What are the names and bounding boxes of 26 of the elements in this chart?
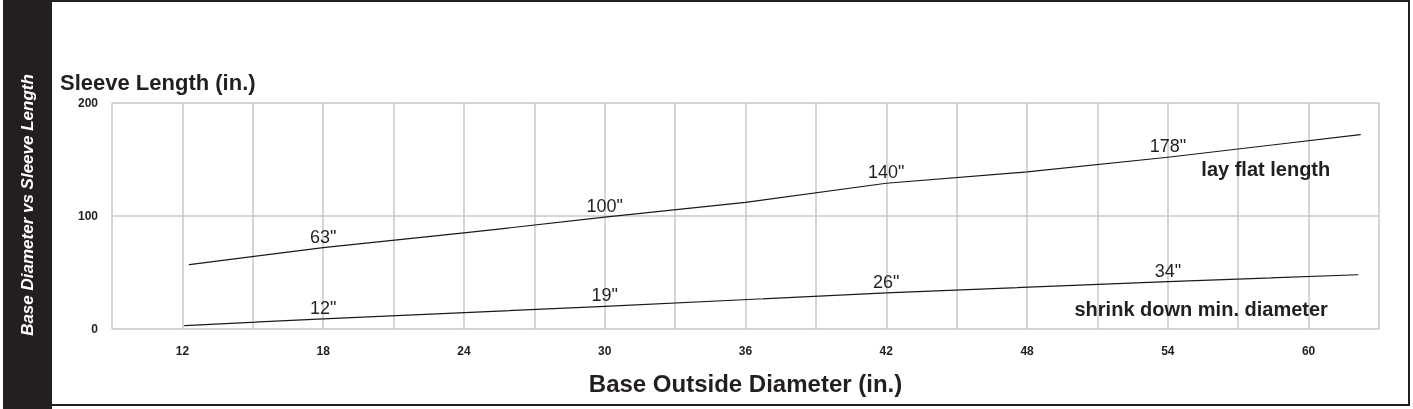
y-tick-label: 200 (77, 96, 99, 110)
x-tick-label: 12 (175, 344, 190, 358)
annotation: 178" (1149, 136, 1187, 157)
annotation: 12" (309, 297, 337, 318)
annotation: 26" (873, 271, 900, 292)
x-tick-label: 36 (738, 344, 753, 358)
x-tick-label: 48 (1020, 344, 1035, 358)
annotation: 100" (586, 196, 623, 217)
annotation: 19" (591, 285, 618, 306)
x-tick-label: 18 (316, 344, 331, 358)
x-tick-label: 30 (598, 344, 612, 358)
x-tick-label: 42 (879, 344, 894, 358)
y-axis-title: Sleeve Length (in.) (60, 69, 256, 95)
annotation: 63" (309, 226, 337, 247)
x-tick-label: 24 (457, 344, 471, 358)
series-label: lay flat length (1201, 157, 1331, 180)
y-tick-label: 100 (77, 209, 99, 223)
x-axis-title: Base Outside Diameter (in.) (588, 369, 903, 397)
annotation: 34" (1154, 260, 1182, 281)
x-tick-label: 60 (1301, 344, 1316, 358)
annotation: 140" (868, 162, 905, 183)
text: Base Diameter vs Sleeve Length (17, 73, 38, 336)
series-label: shrink down min. diameter (1074, 297, 1329, 320)
y-tick-label: 0 (91, 322, 99, 336)
line-series (188, 134, 1361, 266)
x-tick-label: 54 (1161, 344, 1175, 358)
